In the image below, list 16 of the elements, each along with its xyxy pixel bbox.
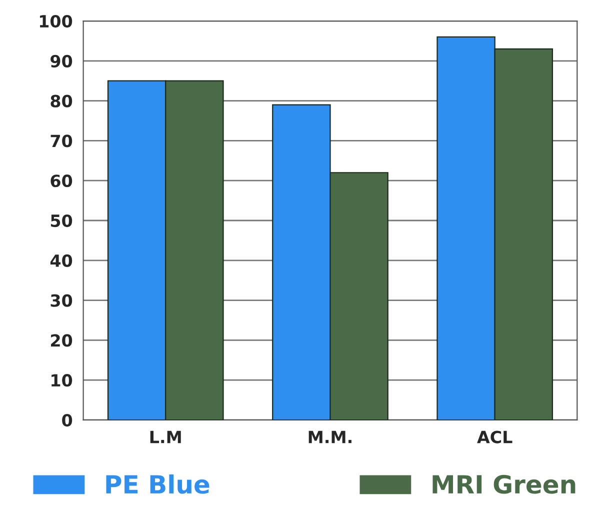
y-tick-label: 70	[50, 134, 72, 148]
y-tick-label: 30	[50, 294, 72, 307]
y-tick-label: 40	[50, 254, 72, 267]
y-tick-label: 90	[50, 54, 72, 68]
y-tick-label: 80	[50, 94, 72, 108]
y-tick-label: 20	[51, 334, 72, 347]
y-tick-label: 10	[52, 374, 72, 387]
x-tick-label: M.M.	[308, 430, 352, 444]
y-tick-label: 60	[50, 174, 72, 188]
x-tick-label: L.M	[150, 430, 181, 444]
legend-label: MRI Green	[432, 474, 576, 494]
y-tick-label: 100	[40, 14, 72, 28]
y-tick-label: 50	[50, 214, 72, 228]
legend-label: PE Blue	[106, 474, 210, 494]
y-tick-label: 0	[62, 414, 72, 427]
x-tick-label: ACL	[477, 430, 512, 444]
